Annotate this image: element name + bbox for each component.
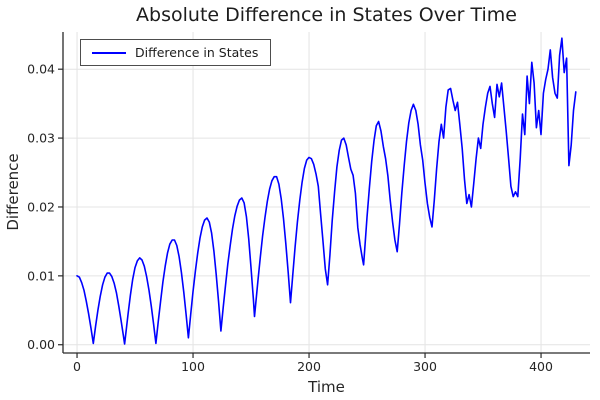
series-line-0 [76,37,577,345]
chart-title: Absolute Difference in States Over Time [136,4,517,26]
x-tick-label-2: 200 [297,359,321,374]
y-tick-label-1: 0.01 [27,268,55,283]
x-tick-label-4: 400 [529,359,553,374]
y-tick-label-3: 0.03 [27,131,55,146]
x-tick-label-1: 100 [181,359,205,374]
x-axis-label: Time [308,378,345,396]
y-axis-label: Difference [4,153,22,231]
legend-line-icon [92,51,126,54]
y-tick-label-4: 0.04 [27,62,55,77]
legend-label: Difference in States [135,45,259,60]
y-tick-label-0: 0.00 [27,337,55,352]
y-tick-label-2: 0.02 [27,199,55,214]
x-tick-label-0: 0 [73,359,81,374]
x-tick-label-3: 300 [413,359,437,374]
legend: Difference in States [80,39,272,66]
